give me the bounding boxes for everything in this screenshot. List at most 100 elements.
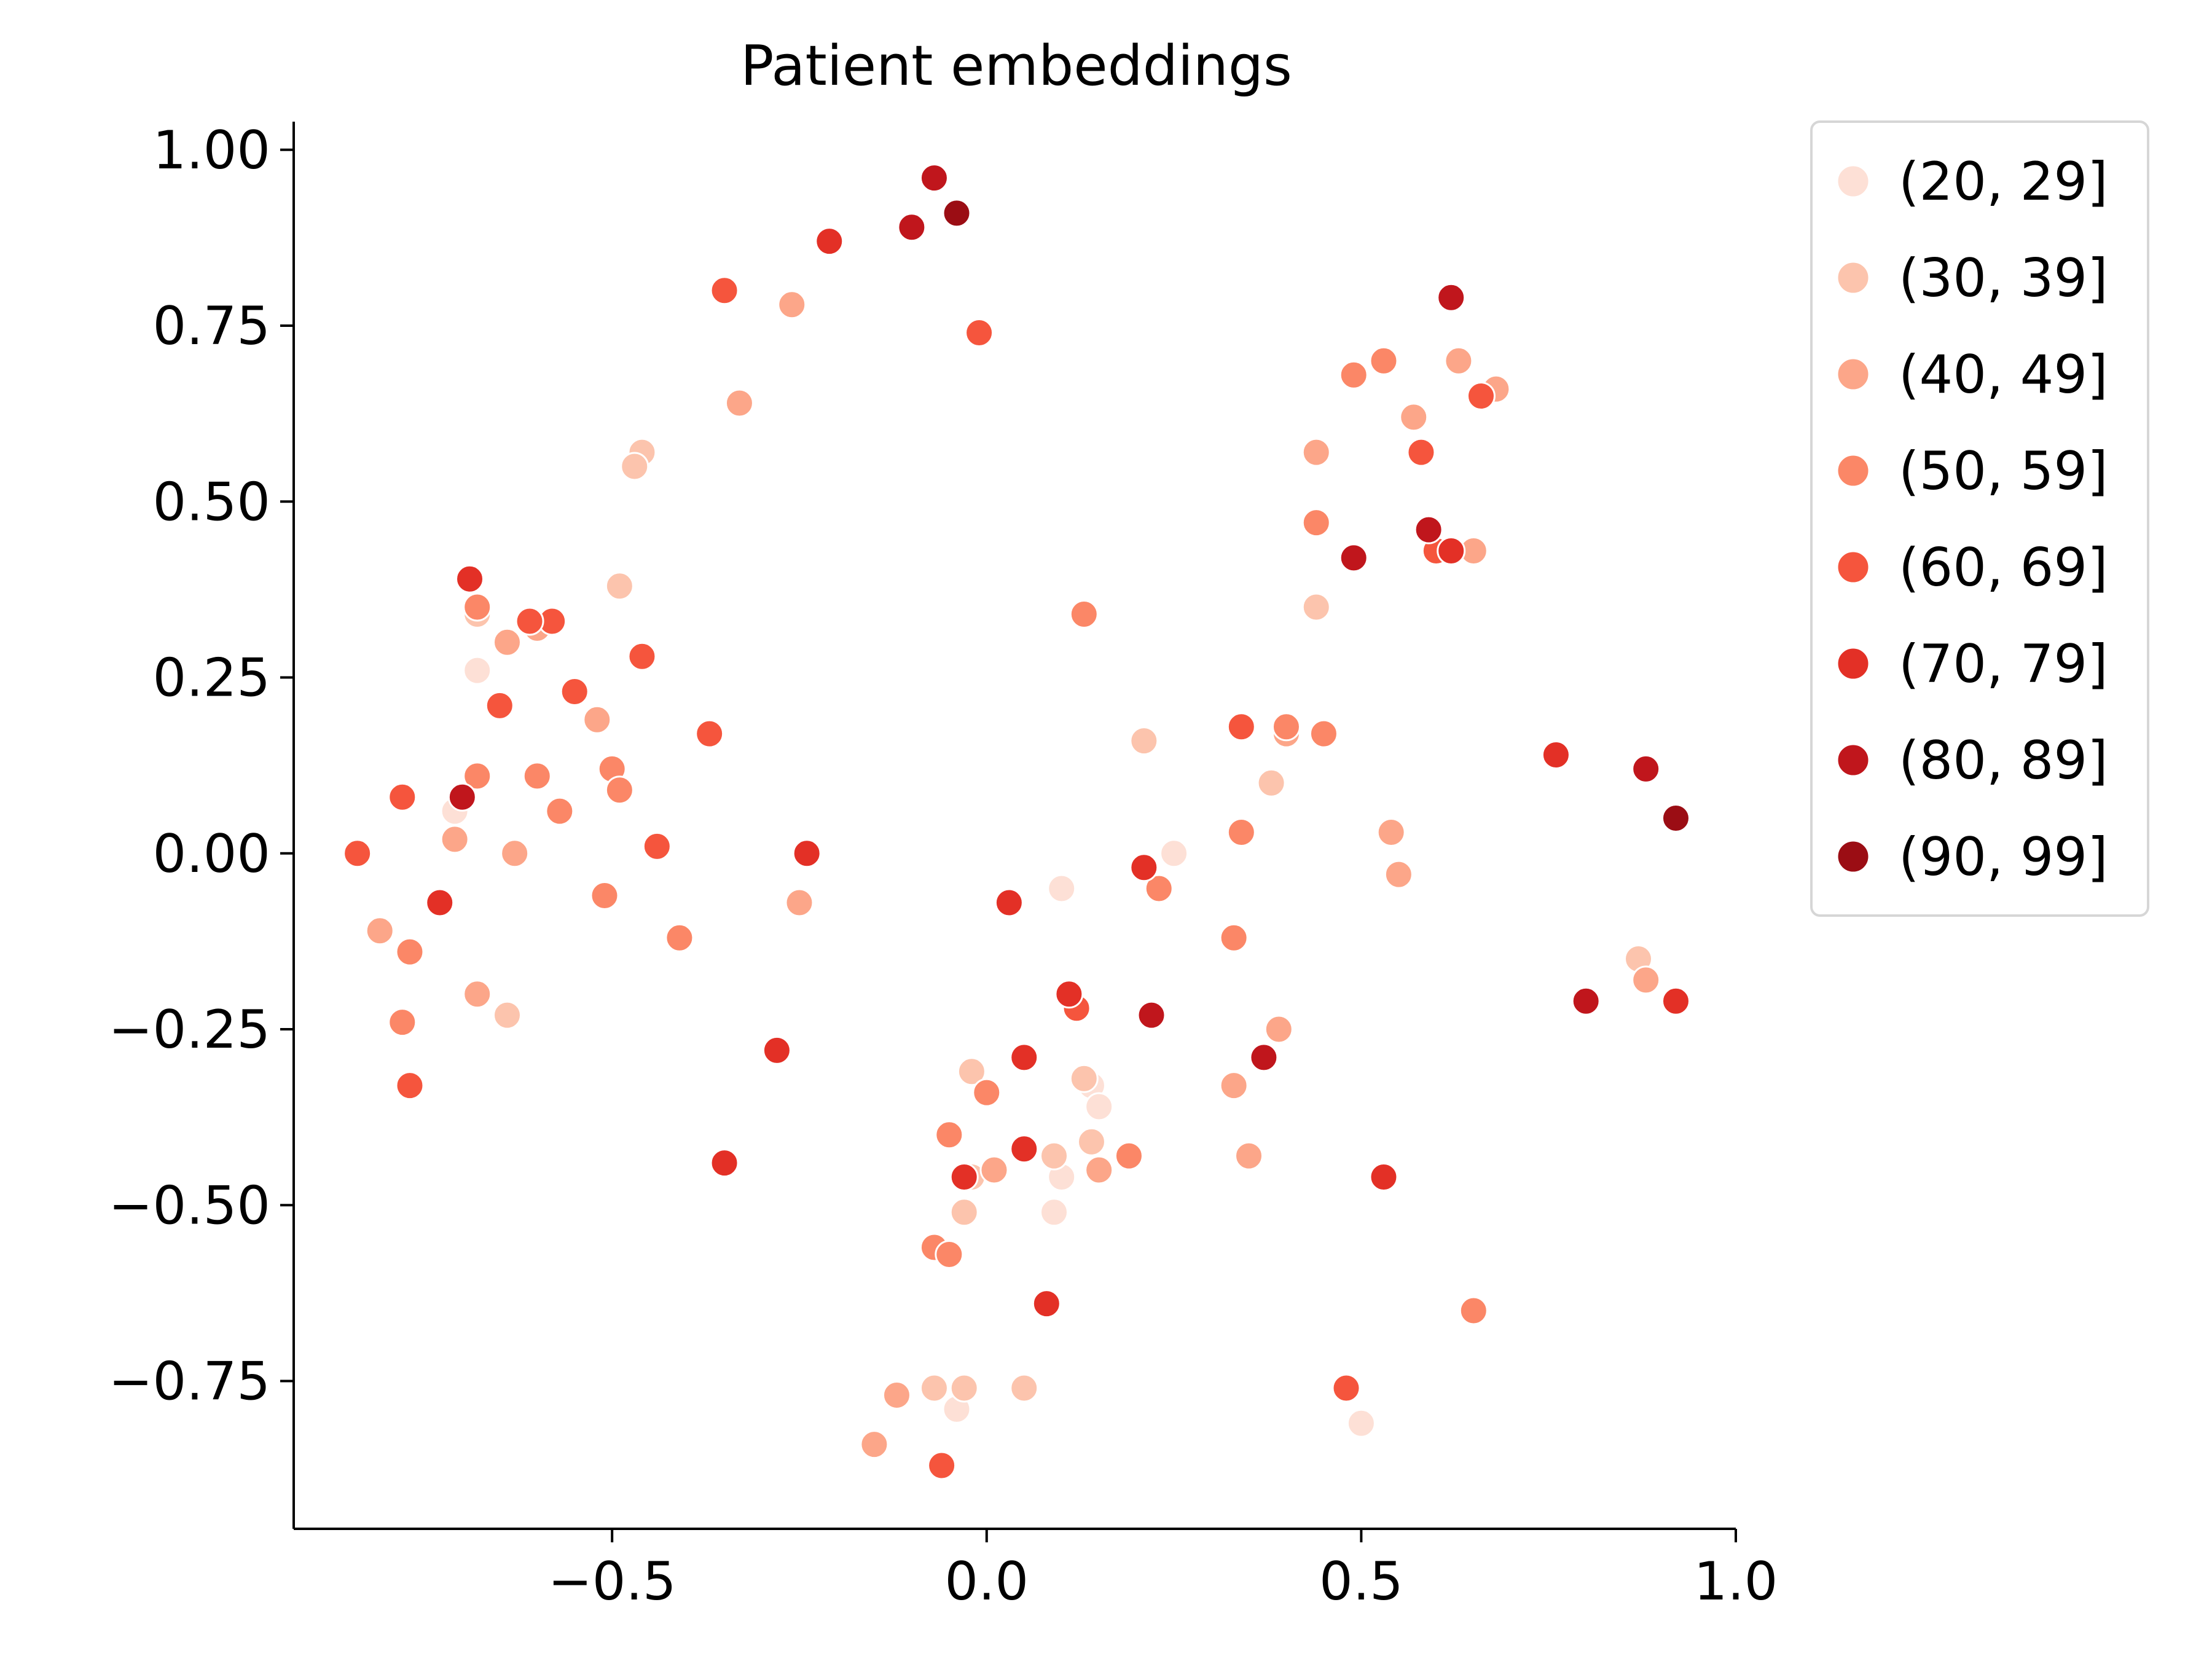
data-point [388,1008,417,1037]
data-point [1226,817,1256,847]
data-point [1249,1043,1279,1072]
data-point [440,825,469,854]
legend-marker [1836,164,1870,198]
data-point [395,937,425,967]
data-point [815,227,844,256]
data-point [1010,1043,1039,1072]
data-point [1661,804,1690,833]
data-point [365,916,394,946]
data-point [1437,536,1466,565]
data-point [965,318,994,347]
data-point [1084,1092,1114,1121]
data-point [1040,1198,1069,1227]
data-point [395,1071,425,1101]
data-point [1271,712,1301,742]
data-point [762,1035,791,1065]
legend-marker [1836,743,1870,777]
data-point [463,592,492,622]
data-point [1257,768,1286,798]
legend-label: (70, 79] [1899,634,2108,695]
data-point [1661,986,1690,1016]
series-5 [425,227,1690,1319]
x-tick-label: 0.5 [1319,1551,1403,1612]
y-tick-label: 0.25 [153,648,270,709]
data-point [777,290,807,320]
data-point [642,831,672,861]
data-point [1631,754,1661,783]
data-point [1339,543,1368,573]
y-tick-label: −0.25 [108,999,270,1061]
data-point [455,564,485,594]
data-point [1219,1071,1249,1101]
data-point [927,1451,957,1480]
data-point [1384,860,1413,889]
x-tick-label: −0.5 [548,1551,677,1612]
legend-marker [1836,453,1870,488]
legend-label: (30, 39] [1899,248,2108,309]
points-layer [343,163,1690,1480]
data-point [1406,438,1436,467]
data-point [1226,712,1256,742]
series-6 [447,163,1661,1072]
legend-label: (40, 49] [1899,344,2108,406]
data-point [1376,817,1406,847]
data-point [860,1430,889,1459]
data-point [560,677,589,706]
data-point [724,388,754,418]
legend-marker [1836,550,1870,584]
data-point [1010,1134,1039,1164]
data-point [972,1078,1002,1107]
data-point [919,163,949,193]
data-point [1069,1064,1099,1093]
data-point [994,888,1024,917]
data-point [500,839,530,868]
data-point [1459,1296,1488,1325]
legend-label: (80, 89] [1899,730,2108,791]
data-point [1466,382,1496,411]
data-point [1159,839,1189,868]
series-1 [463,438,1653,1403]
y-tick-label: 0.00 [153,823,270,885]
data-point [1631,965,1661,995]
data-point [949,1198,979,1227]
data-point [1137,1000,1166,1030]
data-point [1010,1373,1039,1403]
x-tick-label: 1.0 [1694,1551,1778,1612]
data-point [942,198,971,228]
data-point [447,782,477,812]
legend-label: (20, 29] [1899,151,2108,213]
legend: (20, 29] (30, 39] (40, 49] (50, 59] (60, 69]… [1810,120,2149,917]
data-point [1444,346,1473,375]
y-tick-label: 0.75 [153,296,270,357]
data-point [1264,1014,1293,1044]
data-point [949,1163,979,1191]
data-point [1346,1408,1376,1438]
legend-label: (90, 99] [1899,826,2108,888]
y-tick-label: 1.00 [153,120,270,181]
chart-title: Patient embeddings [740,34,1292,98]
data-point [582,705,612,734]
data-point [979,1155,1009,1185]
legend-label: (60, 69] [1899,537,2108,598]
data-point [882,1380,911,1410]
data-point [1219,923,1249,952]
data-point [485,691,514,720]
data-point [463,979,492,1009]
data-point [590,881,619,910]
data-point [935,1239,964,1269]
data-point [1541,740,1571,769]
data-point [1332,1373,1361,1403]
data-point [1054,979,1084,1009]
legend-box [1810,120,2149,917]
legend-marker [1836,261,1870,295]
data-point [949,1373,979,1403]
data-point [710,1148,739,1178]
data-point [627,642,657,671]
data-point [343,839,372,868]
series-2 [365,290,1661,1459]
legend-label: (50, 59] [1899,441,2108,502]
series-3 [388,346,1488,1325]
data-point [492,627,522,657]
data-point [463,761,492,791]
data-point [522,761,552,791]
